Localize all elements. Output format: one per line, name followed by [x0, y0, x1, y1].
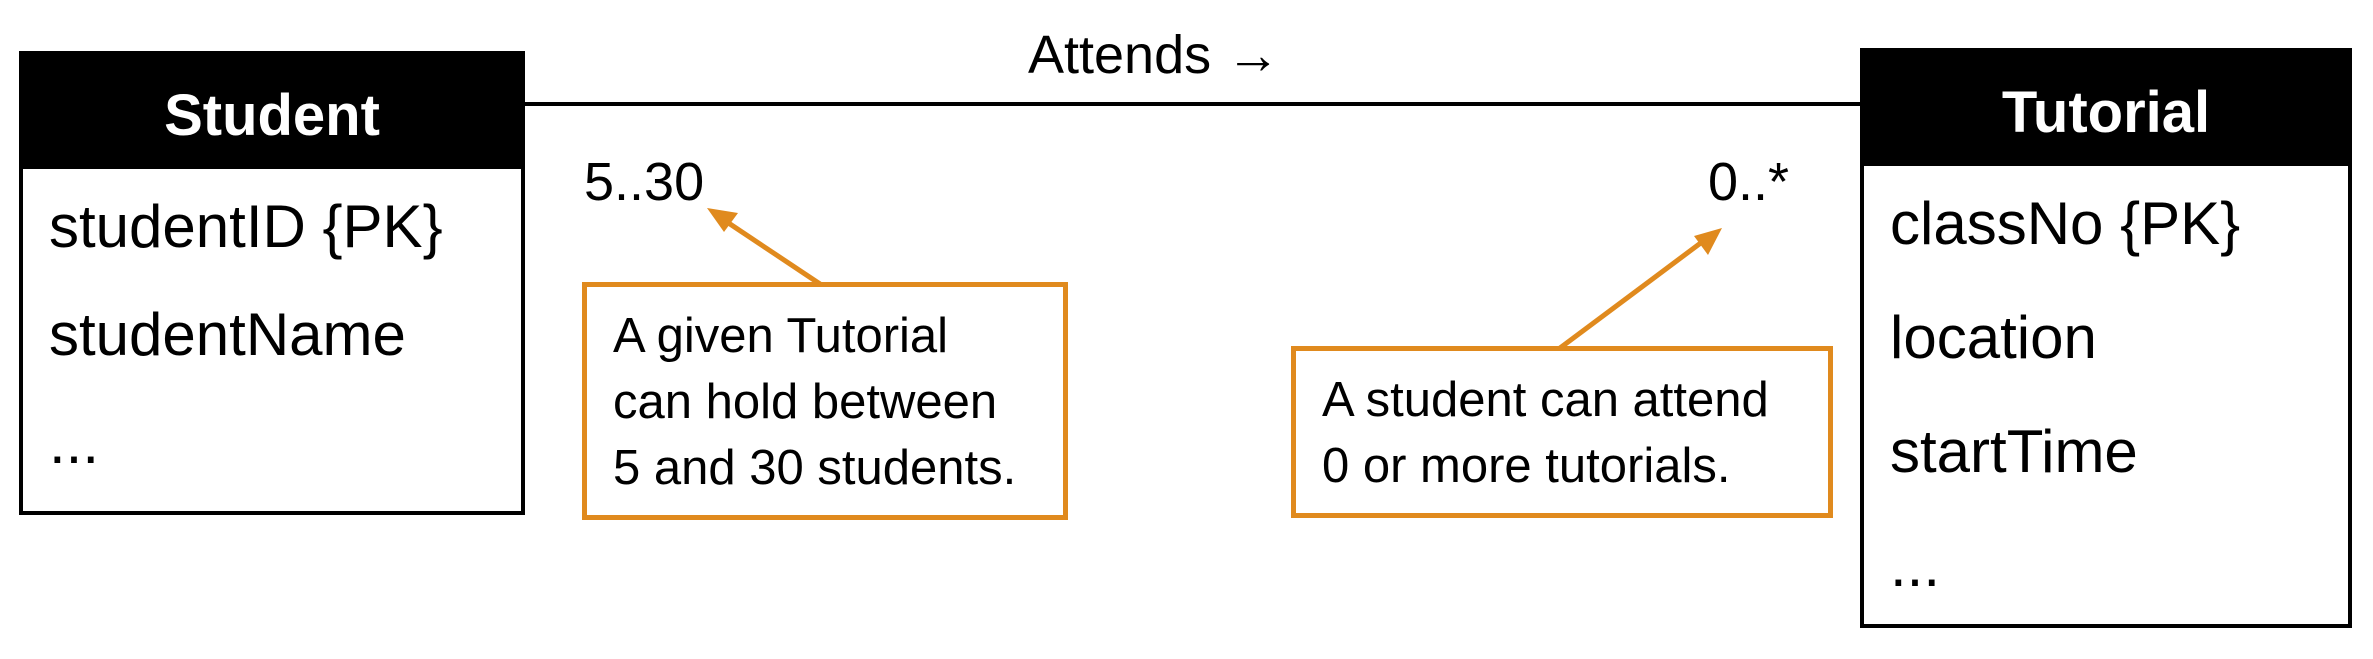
- attribute-tutorial-classno: classNo {PK}: [1890, 190, 2241, 257]
- note-tutorial-multiplicity: A student can attend 0 or more tutorials…: [1291, 346, 1833, 518]
- attribute-tutorial-location: location: [1890, 304, 2097, 371]
- tutorial-multiplicity: 0..*: [1708, 152, 1790, 212]
- entity-title-tutorial: Tutorial: [1864, 52, 2348, 166]
- entity-title-student: Student: [23, 55, 521, 169]
- student-multiplicity: 5..30: [584, 152, 705, 212]
- note-line: A student can attend: [1322, 373, 1769, 427]
- note-line: can hold between: [613, 375, 998, 429]
- note-pointer-student: [707, 208, 822, 287]
- association-label: Attends →: [1028, 25, 1281, 85]
- attribute-student-name: studentName: [49, 301, 406, 368]
- note-line: A given Tutorial: [613, 309, 949, 363]
- attribute-tutorial-more: ...: [1890, 532, 1941, 599]
- attribute-tutorial-starttime: startTime: [1890, 418, 2138, 485]
- note-line: 0 or more tutorials.: [1322, 439, 1731, 493]
- note-student-multiplicity: A given Tutorial can hold between 5 and …: [582, 282, 1068, 520]
- tutorial-entity: Tutorial classNo {PK} location startTime…: [1860, 48, 2352, 628]
- note-pointer-tutorial: [1558, 228, 1722, 351]
- student-entity: Student studentID {PK} studentName ...: [19, 51, 525, 515]
- note-line: 5 and 30 students.: [613, 441, 1017, 495]
- attribute-student-more: ...: [49, 409, 100, 476]
- attribute-student-id: studentID {PK}: [49, 193, 443, 260]
